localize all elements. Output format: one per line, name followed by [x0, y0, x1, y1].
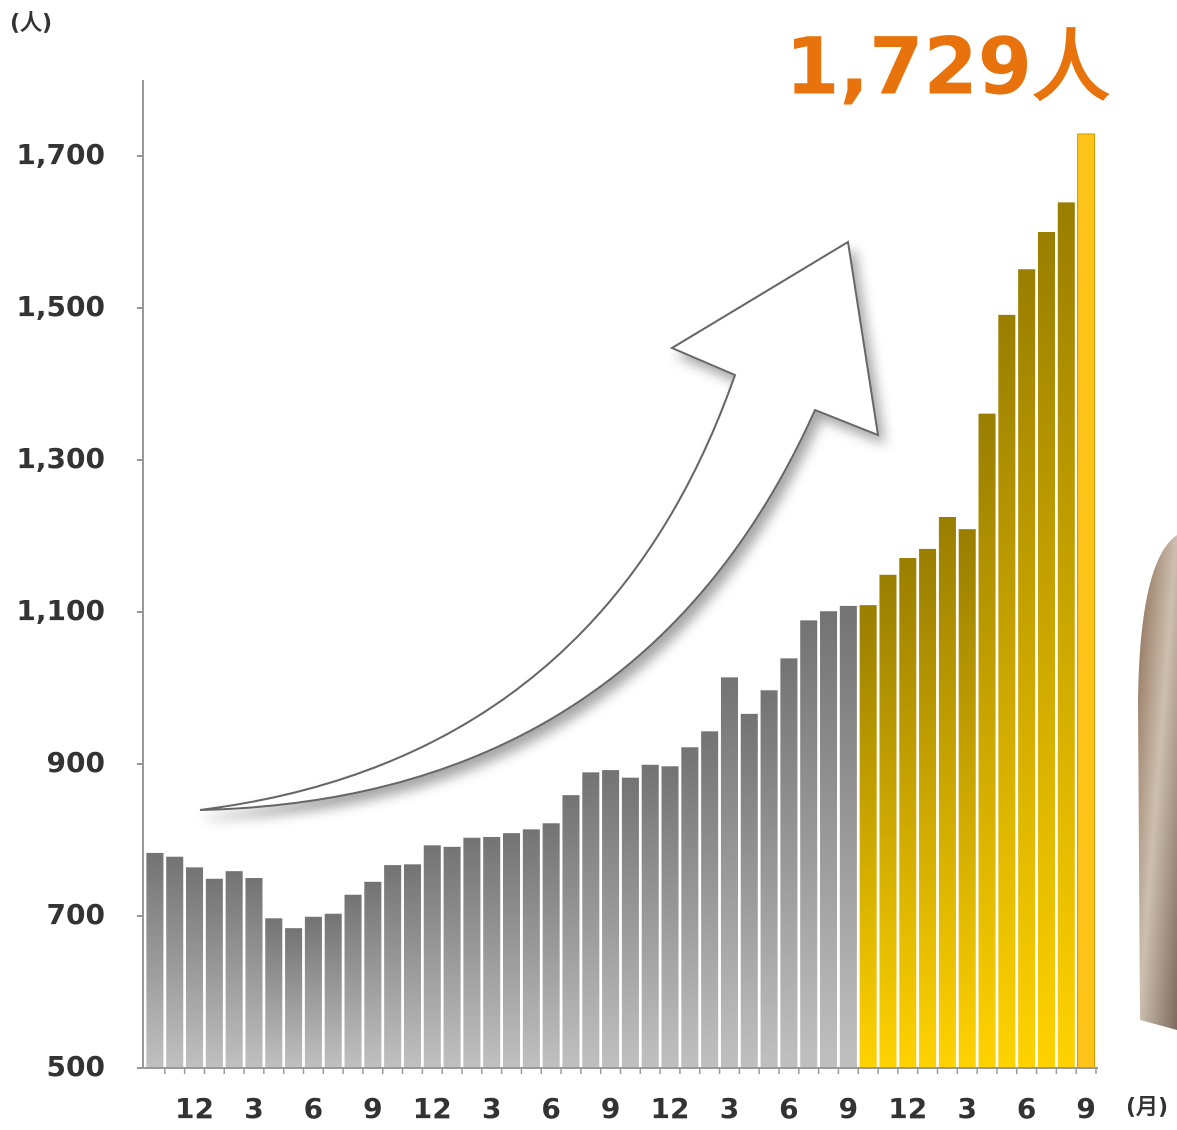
bar: [582, 772, 600, 1068]
bar: [186, 867, 204, 1068]
x-tick-label: 3: [957, 1092, 976, 1125]
x-tick-label: 9: [839, 1092, 858, 1125]
bar: [1057, 202, 1075, 1069]
y-tick-label: 700: [47, 898, 105, 931]
bar: [304, 916, 322, 1068]
bars: [146, 133, 1096, 1069]
bar: [522, 829, 540, 1068]
bar: [205, 878, 223, 1068]
bar: [919, 548, 937, 1068]
photo: [1138, 535, 1177, 1030]
bar: [859, 605, 877, 1068]
bar: [285, 928, 303, 1068]
x-tick-label: 3: [244, 1092, 263, 1125]
bar: [641, 764, 659, 1068]
x-tick-label: 9: [601, 1092, 620, 1125]
y-tick-label: 900: [47, 746, 105, 779]
bar: [463, 837, 481, 1068]
bar: [621, 777, 639, 1068]
y-tick-label: 1,500: [16, 290, 105, 323]
bar: [146, 852, 164, 1068]
x-tick-label: 9: [363, 1092, 382, 1125]
bar: [720, 677, 738, 1068]
y-tick-label: 500: [47, 1050, 105, 1083]
bar: [978, 413, 996, 1068]
bar: [364, 881, 382, 1068]
bar: [384, 865, 402, 1068]
x-tick-label: 3: [482, 1092, 501, 1125]
bar: [1077, 133, 1096, 1069]
x-tick-label: 6: [1017, 1092, 1036, 1125]
bar: [661, 766, 679, 1068]
bar: [1037, 232, 1055, 1068]
bar: [542, 823, 560, 1068]
growth-arrow: [199, 240, 880, 811]
bar: [740, 713, 758, 1068]
bar: [760, 690, 778, 1068]
bar: [562, 795, 580, 1068]
bar: [245, 878, 263, 1068]
bar: [1018, 269, 1036, 1068]
bar: [344, 894, 362, 1068]
x-tick-label: 6: [541, 1092, 560, 1125]
y-tick-label: 1,700: [16, 138, 105, 171]
y-tick-label: 1,100: [16, 594, 105, 627]
bar: [265, 918, 283, 1068]
bar: [503, 833, 521, 1068]
bar: [958, 529, 976, 1068]
bar: [403, 864, 421, 1068]
x-tick-label: 12: [413, 1092, 452, 1125]
x-tick-label: 12: [888, 1092, 927, 1125]
y-unit-label: (人): [10, 11, 52, 36]
bar: [998, 314, 1016, 1069]
bar: [879, 574, 897, 1068]
bar: [800, 620, 818, 1068]
bar: [820, 611, 838, 1068]
x-tick-label: 3: [720, 1092, 739, 1125]
bar: [166, 856, 184, 1068]
bar: [839, 605, 857, 1068]
bar: [483, 836, 501, 1068]
bar: [780, 658, 798, 1068]
bar: [701, 731, 719, 1068]
x-tick-label: 6: [304, 1092, 323, 1125]
x-tick-label: 12: [175, 1092, 214, 1125]
bar: [938, 517, 956, 1068]
y-tick-label: 1,300: [16, 442, 105, 475]
bar: [899, 558, 917, 1068]
value-label: 1,729人: [785, 22, 1110, 112]
bar: [324, 913, 342, 1068]
x-tick-label: 12: [651, 1092, 690, 1125]
bar: [681, 747, 699, 1068]
bar: [423, 845, 441, 1068]
bar: [225, 871, 243, 1068]
bar: [602, 770, 620, 1068]
x-unit-label: (月): [1126, 1095, 1168, 1120]
x-tick-label: 6: [779, 1092, 798, 1125]
bar: [443, 846, 461, 1068]
x-tick-label: 9: [1076, 1092, 1095, 1125]
